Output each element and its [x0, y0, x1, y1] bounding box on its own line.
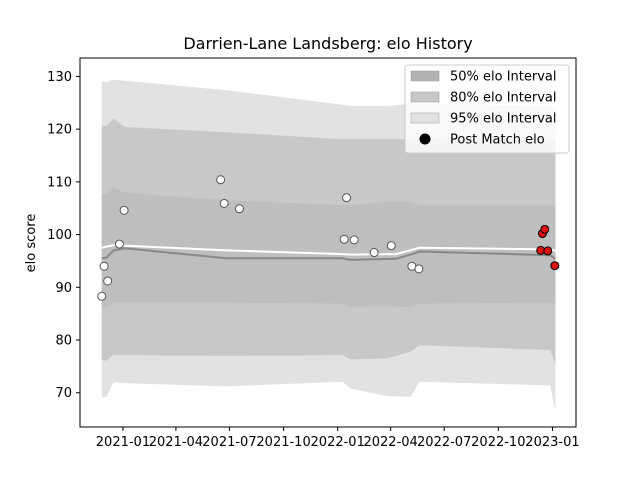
- legend-swatch: [410, 70, 440, 82]
- legend-marker: [419, 133, 431, 145]
- plot-frame: [79, 57, 577, 428]
- data-point: [103, 276, 113, 286]
- y-tick-label: 130: [47, 70, 72, 85]
- legend-box: [404, 64, 570, 154]
- chart-title: Darrien-Lane Landsberg: elo History: [183, 34, 472, 53]
- data-point: [99, 261, 109, 271]
- data-point: [114, 239, 124, 249]
- elo-points: [97, 175, 560, 301]
- legend: 50% elo Interval 80% elo Interval 95% elo …: [404, 64, 570, 154]
- legend-label: 50% elo Interval: [450, 70, 557, 85]
- data-point: [349, 235, 359, 245]
- y-tick-label: 90: [55, 281, 72, 296]
- data-point: [369, 248, 379, 258]
- x-tick-label: 2022-04: [363, 435, 417, 450]
- interval-bands: [101, 79, 556, 411]
- data-point: [342, 193, 352, 203]
- x-tick-label: 2021-04: [149, 435, 203, 450]
- data-point: [97, 291, 107, 301]
- x-tick-label: 2021-10: [256, 435, 310, 450]
- data-point: [386, 241, 396, 251]
- y-axis: 70 80 90 100 110 120 130: [47, 70, 80, 401]
- y-tick-label: 100: [47, 228, 72, 243]
- data-point: [339, 234, 349, 244]
- x-tick-label: 2021-07: [202, 435, 256, 450]
- y-tick-label: 110: [47, 175, 72, 190]
- data-point: [216, 175, 226, 185]
- data-point: [234, 204, 244, 214]
- data-point: [219, 198, 229, 208]
- data-point: [414, 264, 424, 274]
- y-axis-label: elo score: [24, 214, 39, 273]
- data-point-recent: [540, 224, 550, 234]
- legend-swatch: [410, 91, 440, 103]
- x-tick-label: 2021-01: [96, 435, 150, 450]
- y-tick-label: 120: [47, 123, 72, 138]
- x-tick-label: 2022-10: [471, 435, 525, 450]
- x-tick-label: 2022-01: [311, 435, 365, 450]
- legend-label: Post Match elo: [450, 133, 545, 148]
- data-point: [119, 205, 129, 215]
- legend-label: 80% elo Interval: [450, 91, 557, 106]
- legend-swatch: [410, 112, 440, 124]
- x-tick-label: 2022-07: [417, 435, 471, 450]
- data-point-recent: [550, 261, 560, 271]
- series-line-dark: [101, 247, 556, 261]
- x-tick-label: 2023-01: [525, 435, 579, 450]
- band-50: [101, 187, 556, 308]
- legend-label: 95% elo Interval: [450, 112, 557, 127]
- data-point-recent: [543, 246, 553, 256]
- y-tick-label: 70: [55, 386, 72, 401]
- y-tick-label: 80: [55, 334, 72, 349]
